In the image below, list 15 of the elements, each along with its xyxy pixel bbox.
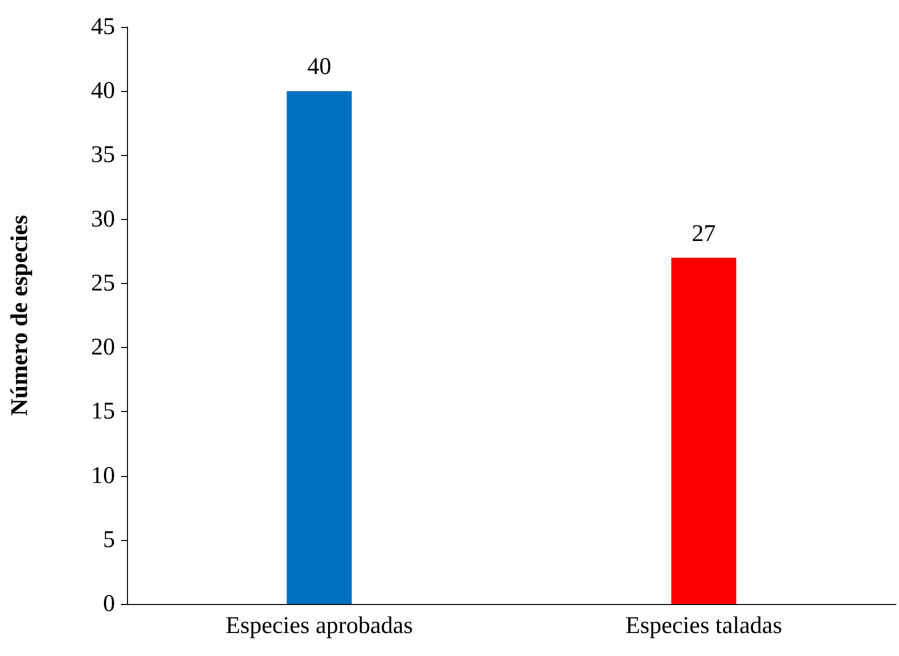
y-tick-label: 5	[103, 526, 115, 553]
y-axis-title: Número de especies	[7, 215, 33, 416]
x-tick-label: Especies aprobadas	[226, 613, 413, 639]
y-tick-label: 35	[91, 142, 115, 168]
y-tick-label: 30	[91, 206, 115, 232]
y-tick-label: 20	[91, 334, 115, 361]
y-tick-label: 0	[103, 591, 115, 617]
y-tick-label: 10	[91, 462, 115, 489]
data-label: 27	[692, 220, 716, 247]
x-tick-label: Especies taladas	[625, 613, 782, 639]
y-tick-label: 15	[91, 398, 115, 425]
y-tick-label: 40	[91, 78, 115, 104]
y-tick-label: 25	[91, 270, 115, 296]
y-tick-label: 45	[91, 14, 115, 40]
data-label: 40	[307, 54, 332, 80]
